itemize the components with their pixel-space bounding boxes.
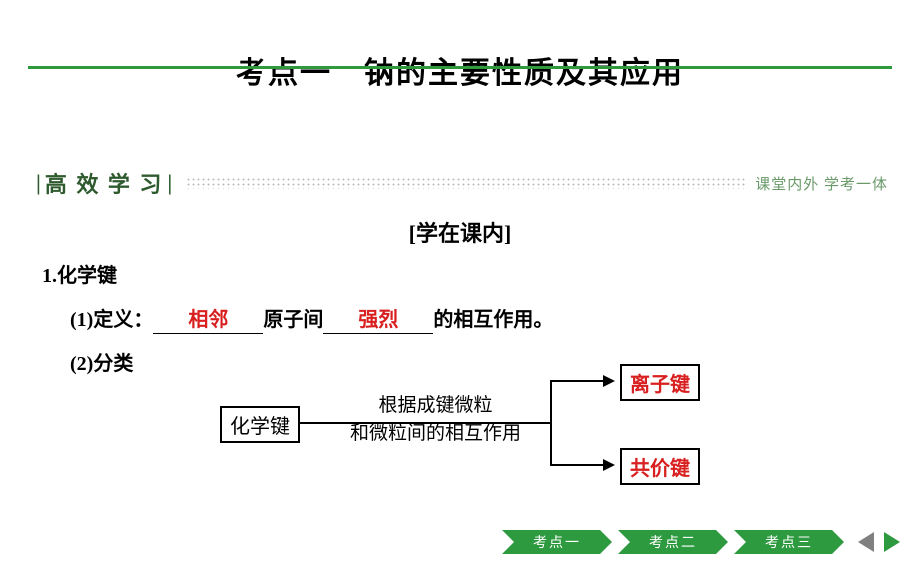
sub-title: [学在课内] bbox=[0, 216, 920, 248]
dotted-divider bbox=[186, 177, 745, 189]
mid-line2: 和微粒间的相互作用 bbox=[350, 423, 521, 444]
diagram-branch-bottom bbox=[550, 464, 605, 466]
next-icon[interactable] bbox=[884, 532, 900, 552]
nav-point-1[interactable]: 考点一 bbox=[502, 530, 612, 554]
page-title: 考点一 钠的主要性质及其应用 bbox=[0, 48, 920, 92]
blank-answer-2: 强烈 bbox=[323, 308, 433, 334]
arrow-bottom-icon bbox=[603, 459, 615, 471]
def-prefix: (1)定义： bbox=[70, 309, 153, 331]
mid-line1: 根据成键微粒 bbox=[379, 395, 493, 416]
classification-diagram: 化学键 根据成键微粒 和微粒间的相互作用 离子键 共价键 bbox=[220, 358, 740, 488]
diagram-branch-covalent: 共价键 bbox=[620, 448, 700, 485]
def-mid: 原子间 bbox=[263, 309, 323, 331]
diagram-branch-ion: 离子键 bbox=[620, 364, 700, 401]
nav-point-2[interactable]: 考点二 bbox=[618, 530, 728, 554]
diagram-root-box: 化学键 bbox=[220, 406, 300, 443]
arrow-top-icon bbox=[603, 375, 615, 387]
prev-icon[interactable] bbox=[858, 532, 874, 552]
diagram-vline bbox=[550, 380, 552, 464]
definition-line: (1)定义：相邻原子间强烈的相互作用。 bbox=[42, 298, 878, 342]
blank-answer-1: 相邻 bbox=[153, 308, 263, 334]
section-row: | 高 效 学 习 | 课堂内外 学考一体 bbox=[32, 168, 888, 198]
diagram-branch-top bbox=[550, 380, 605, 382]
bar-left: | bbox=[36, 170, 41, 196]
bar-right: | bbox=[167, 170, 172, 196]
heading-chemical-bond: 1.化学键 bbox=[42, 254, 878, 298]
bottom-nav: 考点一 考点二 考点三 bbox=[502, 530, 900, 554]
nav-point-3[interactable]: 考点三 bbox=[734, 530, 844, 554]
def-suffix: 的相互作用。 bbox=[433, 309, 553, 331]
side-caption: 课堂内外 学考一体 bbox=[755, 173, 888, 194]
diagram-mid-text: 根据成键微粒 和微粒间的相互作用 bbox=[350, 392, 521, 448]
section-label: 高 效 学 习 bbox=[45, 167, 164, 199]
top-rule bbox=[28, 66, 892, 69]
